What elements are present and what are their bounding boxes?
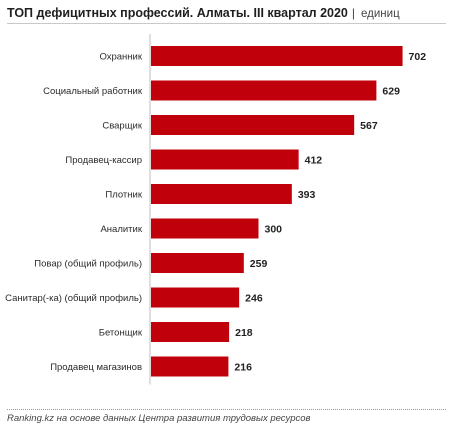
category-label: Аналитик: [100, 224, 142, 235]
source-note: Ranking.kz на основе данных Центра разви…: [7, 413, 311, 424]
category-label: Сварщик: [102, 121, 142, 132]
bar: [151, 218, 259, 239]
bar: [151, 115, 355, 135]
category-label: Повар (общий профиль): [34, 259, 142, 270]
chart-title: ТОП дефицитных профессий. Алматы. III кв…: [7, 6, 348, 20]
category-label: Санитар(-ка) (общий профиль): [5, 293, 142, 304]
value-label: 259: [250, 258, 268, 270]
unit-label: единиц: [361, 8, 400, 20]
bars: [151, 46, 403, 377]
value-label: 300: [265, 224, 283, 236]
bar: [151, 253, 244, 273]
bar: [151, 322, 230, 342]
bar: [151, 46, 403, 66]
value-label: 702: [409, 51, 427, 63]
chart-header: ТОП дефицитных профессий. Алматы. III кв…: [7, 4, 400, 22]
value-label: 629: [382, 86, 400, 98]
bar: [151, 184, 292, 204]
value-label: 393: [298, 189, 316, 201]
value-label: 567: [360, 120, 378, 132]
bar: [151, 356, 229, 377]
category-label: Продавец магазинов: [50, 362, 142, 373]
value-label: 218: [235, 327, 253, 339]
value-label: 412: [305, 155, 323, 167]
value-label: 216: [234, 362, 252, 374]
value-labels: 702 629 567 412 393 300 259 246 218 216: [234, 51, 426, 374]
bar-chart: Охранник Социальный работник Сварщик Продав…: [5, 34, 426, 385]
title-separator: |: [351, 6, 356, 20]
value-label: 246: [245, 293, 263, 305]
bar: [151, 80, 377, 101]
category-label: Охранник: [99, 52, 142, 63]
title-divider: [7, 23, 446, 24]
category-labels: Охранник Социальный работник Сварщик Продав…: [5, 52, 143, 374]
footer-divider: [7, 409, 446, 410]
category-label: Плотник: [105, 190, 142, 201]
bar: [151, 149, 299, 170]
category-label: Бетонщик: [99, 328, 143, 339]
bar: [151, 287, 240, 308]
category-label: Продавец-кассир: [65, 155, 142, 166]
category-label: Социальный работник: [43, 86, 143, 97]
